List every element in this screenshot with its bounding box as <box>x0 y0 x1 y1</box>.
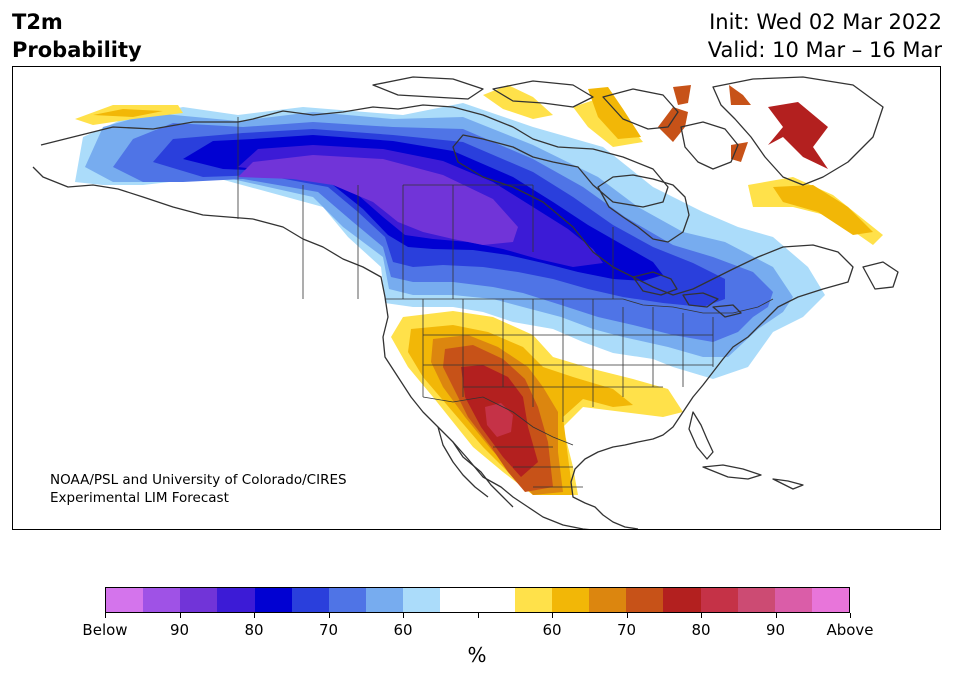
colorbar-segment <box>254 588 292 612</box>
arctic-islands-3 <box>602 88 679 130</box>
product-label: Probability <box>12 38 142 62</box>
caribbean-islands <box>702 464 804 490</box>
warm-patch-greenland <box>768 102 828 169</box>
colorbar-segment <box>514 588 552 612</box>
west-coast <box>252 218 590 529</box>
colorbar-segment <box>626 588 664 612</box>
colorbar-segment <box>737 588 775 612</box>
coastline-layer <box>32 76 899 529</box>
colorbar-unit-label: % <box>467 643 487 667</box>
cold-region-97 <box>238 155 518 245</box>
warm-patch-alaska-core <box>93 109 163 117</box>
north-america-coastline <box>40 104 854 529</box>
greenland-coast <box>712 76 884 186</box>
init-date: Init: Wed 02 Mar 2022 <box>709 10 942 34</box>
florida <box>688 411 714 460</box>
colorbar-segment <box>217 588 255 612</box>
warm-region-90 <box>485 403 513 437</box>
probability-colorbar <box>105 587 850 613</box>
attribution-line-1: NOAA/PSL and University of Colorado/CIRE… <box>50 472 347 488</box>
map-title: T2m Probability <box>12 8 142 64</box>
baja-peninsula <box>437 426 489 498</box>
baffin-island <box>680 121 739 170</box>
canada-provinces <box>302 184 614 299</box>
forecast-dates: Init: Wed 02 Mar 2022 Valid: 10 Mar – 16… <box>708 8 942 64</box>
colorbar-tick-label: 90 <box>169 621 190 639</box>
colorbar-segment <box>366 588 404 612</box>
colorbar-segment <box>589 588 627 612</box>
colorbar-segment <box>663 588 701 612</box>
colorbar-tick-mark <box>254 613 255 618</box>
warm-patch-baffin <box>731 142 748 162</box>
map-panel: NOAA/PSL and University of Colorado/CIRE… <box>12 66 941 530</box>
colorbar-tick-label: 80 <box>244 621 264 639</box>
attribution-line-2: Experimental LIM Forecast <box>50 490 229 506</box>
hudson-bay <box>597 174 690 243</box>
colorbar-segment <box>551 588 590 612</box>
colorbar-segment <box>774 588 812 612</box>
colorbar-tick-mark <box>105 613 106 618</box>
colorbar-tick-label: 60 <box>542 621 562 639</box>
colorbar-segment <box>328 588 367 612</box>
colorbar-tick-mark <box>179 613 181 618</box>
colorbar-segment <box>180 588 218 612</box>
colorbar-tick-mark <box>701 613 702 618</box>
colorbar-tick-mark <box>328 613 330 618</box>
colorbar-segment <box>440 588 478 612</box>
warm-patch-arctic-2b <box>588 87 641 139</box>
colorbar-segment <box>811 588 850 612</box>
arctic-islands-1 <box>372 76 484 100</box>
colorbar-tick-mark <box>775 613 777 618</box>
colorbar-tick-label: Above <box>826 621 874 639</box>
warm-patch-labrador-core <box>773 185 873 235</box>
us-canada-border <box>385 298 774 314</box>
warm-patch-arctic-5 <box>729 85 751 105</box>
variable-label: T2m <box>12 10 63 34</box>
colorbar-tick-label: 60 <box>393 621 413 639</box>
alaska-coast <box>32 166 254 220</box>
us-state-lines <box>422 299 714 422</box>
great-lakes <box>632 271 742 318</box>
colorbar-segment <box>143 588 181 612</box>
colorbar-segment <box>106 588 144 612</box>
colorbar-segment <box>291 588 329 612</box>
colorbar-tick-label: Below <box>82 621 128 639</box>
colorbar-segment <box>477 588 515 612</box>
colorbar-tick-label: 70 <box>318 621 339 639</box>
warm-patch-arctic-4 <box>673 85 691 105</box>
gulf-of-california <box>452 441 514 508</box>
colorbar-tick-label: 70 <box>616 621 637 639</box>
arctic-islands-2 <box>492 80 594 108</box>
warm-patch-arctic-3 <box>658 107 688 142</box>
probability-map <box>32 76 899 529</box>
colorbar-segment <box>700 588 738 612</box>
newfoundland <box>862 261 899 290</box>
mexico-states <box>493 446 583 488</box>
colorbar-segment <box>403 588 441 612</box>
valid-range: Valid: 10 Mar – 16 Mar <box>707 38 942 62</box>
border-layer <box>237 117 774 488</box>
colorbar-tick-label: 90 <box>765 621 786 639</box>
colorbar-tick-mark <box>552 613 553 618</box>
colorbar-tick-label: 80 <box>691 621 711 639</box>
colorbar-tick-mark <box>403 613 404 618</box>
attribution-text: NOAA/PSL and University of Colorado/CIRE… <box>50 471 347 507</box>
us-mexico-border <box>422 396 574 446</box>
colorbar-tick-mark <box>477 613 479 618</box>
colorbar-tick-mark <box>626 613 628 618</box>
colorbar-tick-mark <box>850 613 851 618</box>
